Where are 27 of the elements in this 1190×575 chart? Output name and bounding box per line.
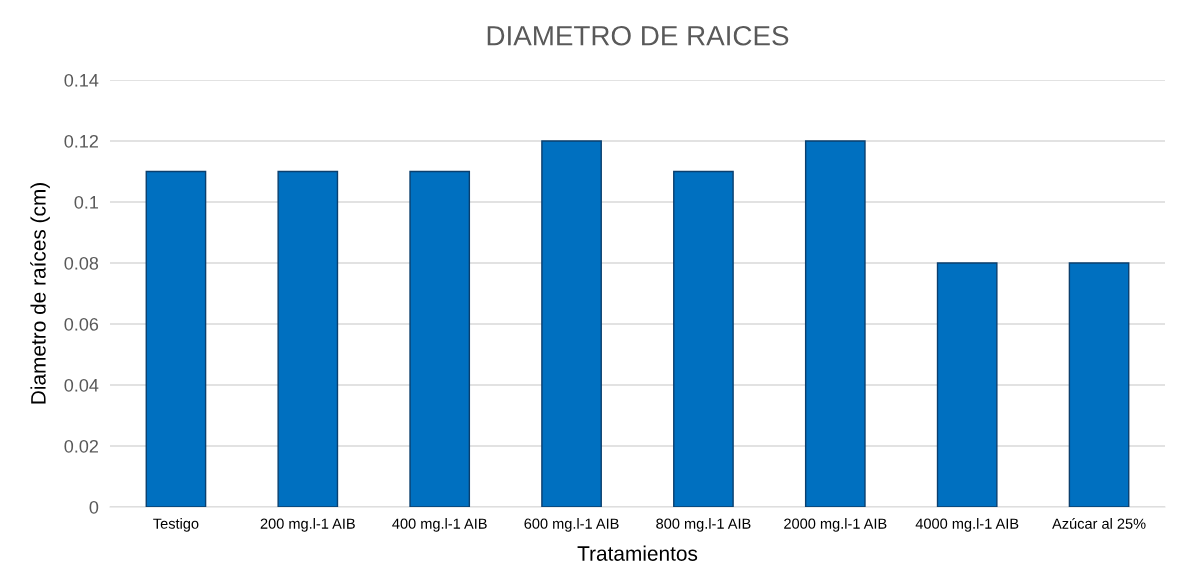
x-tick-label: 200 mg.l-1 AIB — [260, 518, 355, 532]
bar — [541, 140, 602, 507]
x-tick-label: Azúcar al 25% — [1052, 517, 1146, 529]
x-axis-title: Tratamientos — [577, 545, 698, 561]
bar — [145, 170, 207, 507]
x-tick-label: 2000 mg.l-1 AIB — [784, 518, 887, 532]
y-tick-label: 0 — [89, 500, 99, 514]
y-axis-title: Diametro de raíces (cm) — [30, 183, 50, 404]
y-tick-label: 0.14 — [64, 73, 99, 87]
bar — [1068, 262, 1130, 507]
y-tick-label: 0.12 — [64, 134, 98, 148]
y-tick-label: 0.1 — [74, 195, 99, 209]
x-tick-label: 600 mg.l-1 AIB — [524, 518, 619, 532]
x-tick-label: 800 mg.l-1 AIB — [656, 518, 751, 532]
y-tick-label: 0.06 — [64, 317, 99, 331]
bar — [936, 262, 998, 507]
bar — [277, 170, 339, 507]
chart-title: DIAMETRO DE RAICES — [487, 25, 789, 46]
x-tick-label: Testigo — [153, 518, 199, 532]
bar — [673, 170, 734, 507]
y-tick-label: 0.04 — [64, 378, 99, 392]
bar — [409, 170, 471, 507]
y-tick-label: 0.02 — [64, 439, 98, 453]
x-tick-label: 400 mg.l-1 AIB — [392, 518, 487, 532]
x-tick-label: 4000 mg.l-1 AIB — [915, 518, 1019, 532]
y-tick-label: 0.08 — [64, 256, 99, 270]
bar — [804, 140, 866, 507]
